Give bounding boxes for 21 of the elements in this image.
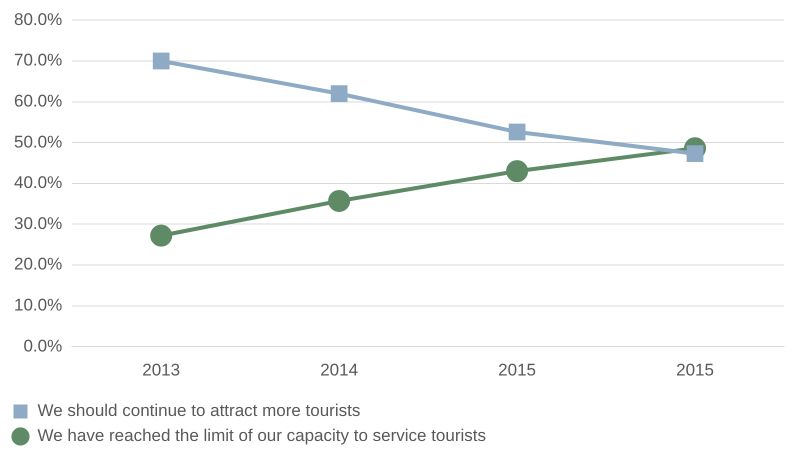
point: [330, 85, 348, 102]
point: [150, 224, 172, 247]
x-tick-label: 2014: [320, 360, 358, 380]
y-tick-label: 70.0%: [14, 50, 62, 70]
y-tick-label: 0.0%: [23, 336, 62, 356]
point: [508, 124, 526, 140]
point: [506, 160, 528, 182]
y-tick-label: 50.0%: [14, 132, 62, 152]
legend-label: We should continue to attract more tourists: [38, 401, 360, 420]
y-tick-label: 60.0%: [14, 91, 62, 110]
y-tick-label: 10.0%: [14, 295, 62, 314]
y-tick-label: 40.0%: [14, 173, 62, 192]
x-tick-label: 2013: [142, 360, 180, 380]
x-tick-label: 2015: [676, 360, 714, 380]
point: [152, 52, 170, 70]
point: [328, 190, 350, 212]
legend-label: We have reached the limit of our capacity to service tourists: [38, 426, 486, 446]
y-tick-label: 20.0%: [14, 254, 62, 274]
y-tick-label: 80.0%: [14, 10, 62, 29]
y-tick-label: 30.0%: [14, 214, 62, 233]
x-tick-label: 2015: [498, 360, 536, 380]
